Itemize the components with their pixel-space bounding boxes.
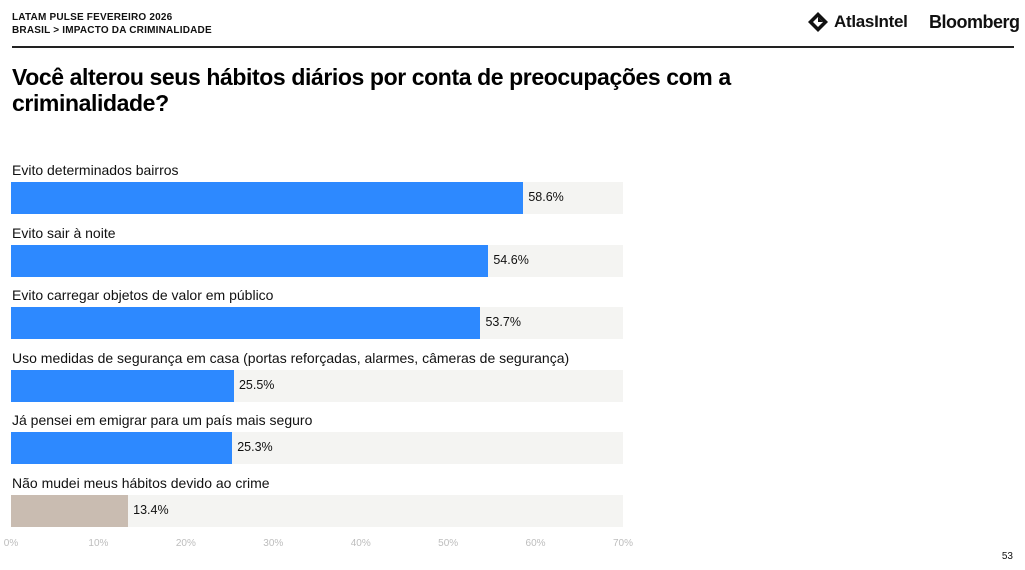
value-label: 25.5% [238,377,275,392]
category-label: Evito determinados bairros [12,162,179,178]
chart-title: Você alterou seus hábitos diários por co… [12,64,731,116]
breadcrumb: BRASIL > IMPACTO DA CRIMINALIDADE [12,25,212,36]
category-label: Evito sair à noite [12,224,116,241]
survey-name: LATAM PULSE FEVEREIRO 2026 [12,12,173,23]
x-tick-label: 50% [438,538,459,549]
bloomberg-logo: Bloomberg [929,12,1020,32]
header-divider [12,46,1014,48]
bar [11,244,489,277]
x-tick-label: 40% [350,538,371,549]
atlasintel-logo: AtlasIntel [808,11,908,33]
bar [11,494,129,527]
value-label: 58.6% [528,190,564,204]
x-tick-label: 20% [175,538,196,549]
x-tick-label: 10% [88,538,109,549]
value-label: 13.4% [133,502,169,517]
atlasintel-mark-icon [808,12,828,32]
category-label: Evito carregar objetos de valor em públi… [12,287,274,303]
value-label: 25.3% [237,440,273,454]
value-label: 53.7% [485,315,521,329]
x-tick-label: 30% [263,538,284,549]
value-label: 54.6% [493,252,529,267]
x-tick-label: 0% [3,538,19,549]
category-label: Já pensei em emigrar para um país mais s… [12,412,313,428]
atlasintel-wordmark: AtlasIntel [834,12,908,31]
bar [11,369,234,402]
bar [11,432,233,464]
x-tick-label: 60% [525,538,546,549]
category-label: Uso medidas de segurança em casa (portas… [12,349,570,366]
page-number: 53 [1001,551,1013,562]
x-tick-label: 70% [612,538,634,549]
bar [11,307,481,339]
category-label: Não mudei meus hábitos devido ao crime [12,474,270,491]
bar [11,182,524,214]
